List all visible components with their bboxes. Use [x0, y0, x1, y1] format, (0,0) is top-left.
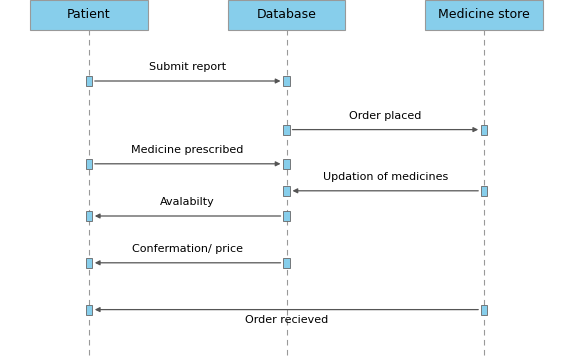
Bar: [86, 258, 92, 268]
Bar: [30, 0, 148, 30]
Bar: [86, 159, 92, 169]
Bar: [481, 186, 487, 196]
Bar: [283, 258, 290, 268]
Text: Order placed: Order placed: [349, 111, 422, 121]
Bar: [283, 186, 290, 196]
Bar: [283, 159, 290, 169]
Text: Medicine prescribed: Medicine prescribed: [131, 145, 244, 155]
Bar: [283, 76, 290, 86]
Bar: [228, 0, 345, 30]
Text: Medicine store: Medicine store: [438, 8, 530, 21]
Text: Confermation/ price: Confermation/ price: [132, 244, 243, 254]
Text: Submit report: Submit report: [149, 62, 226, 72]
Bar: [86, 76, 92, 86]
Bar: [86, 305, 92, 315]
Bar: [283, 211, 290, 221]
Text: Avalabilty: Avalabilty: [160, 197, 215, 207]
Bar: [481, 125, 487, 135]
Bar: [283, 125, 290, 135]
Text: Order recieved: Order recieved: [245, 315, 328, 325]
Bar: [425, 0, 543, 30]
Text: Updation of medicines: Updation of medicines: [323, 172, 448, 182]
Text: Database: Database: [257, 8, 316, 21]
Bar: [86, 211, 92, 221]
Text: Patient: Patient: [67, 8, 111, 21]
Bar: [481, 305, 487, 315]
